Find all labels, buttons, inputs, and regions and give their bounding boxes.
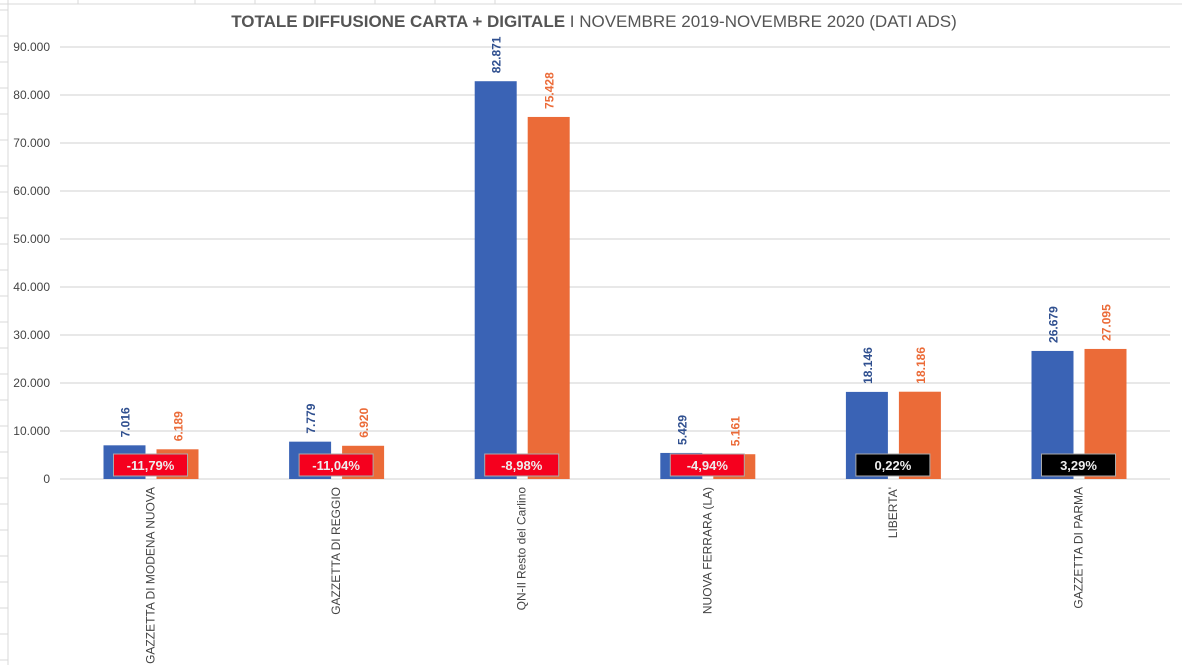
data-label: 7.779	[304, 403, 318, 433]
y-tick-label: 40.000	[13, 280, 50, 294]
data-label: 27.095	[1100, 304, 1114, 341]
x-tick-label: GAZZETTA DI REGGIO	[329, 487, 343, 615]
data-label: 82.871	[490, 36, 504, 73]
y-tick-label: 90.000	[13, 40, 50, 54]
change-badge	[484, 453, 560, 477]
y-tick-label: 60.000	[13, 184, 50, 198]
y-tick-label: 70.000	[13, 136, 50, 150]
change-badge	[298, 453, 374, 477]
change-label: -11,79%	[127, 458, 175, 473]
change-label: 0,22%	[874, 458, 911, 473]
title-bold: TOTALE DIFFUSIONE CARTA + DIGITALE	[231, 12, 565, 31]
x-tick-label: GAZZETTA DI PARMA	[1072, 487, 1086, 609]
change-badge	[669, 453, 745, 477]
x-tick-label: NUOVA FERRARA (LA)	[700, 487, 714, 614]
x-tick-label: GAZZETTA DI MODENA NUOVA	[144, 487, 158, 664]
y-tick-label: 80.000	[13, 88, 50, 102]
data-label: 75.428	[543, 72, 557, 109]
data-label: 5.429	[675, 415, 689, 445]
title-rest: I NOVEMBRE 2019-NOVEMBRE 2020 (DATI ADS)	[565, 12, 957, 31]
x-tick-label: QN-Il Resto del Carlino	[515, 487, 529, 611]
data-label: 18.186	[914, 347, 928, 384]
y-tick-label: 0	[43, 472, 50, 486]
data-label: 26.679	[1047, 306, 1061, 343]
data-label: 7.016	[119, 407, 133, 437]
change-label: -4,94%	[687, 458, 729, 473]
data-label: 6.920	[357, 407, 371, 437]
x-tick-label: LIBERTA'	[886, 487, 900, 538]
chart-title: TOTALE DIFFUSIONE CARTA + DIGITALE I NOV…	[231, 12, 957, 31]
y-tick-label: 10.000	[13, 424, 50, 438]
bar-2020	[527, 116, 570, 479]
change-badge	[855, 453, 931, 477]
data-label: 6.189	[172, 411, 186, 441]
change-label: -11,04%	[312, 458, 360, 473]
change-label: -8,98%	[501, 458, 543, 473]
change-label: 3,29%	[1060, 458, 1097, 473]
bar-2019	[474, 81, 517, 479]
y-tick-label: 30.000	[13, 328, 50, 342]
data-label: 18.146	[861, 347, 875, 384]
y-tick-label: 20.000	[13, 376, 50, 390]
change-badge	[113, 453, 188, 477]
y-tick-label: 50.000	[13, 232, 50, 246]
data-label: 5.161	[728, 416, 742, 446]
change-badge	[1041, 453, 1116, 477]
